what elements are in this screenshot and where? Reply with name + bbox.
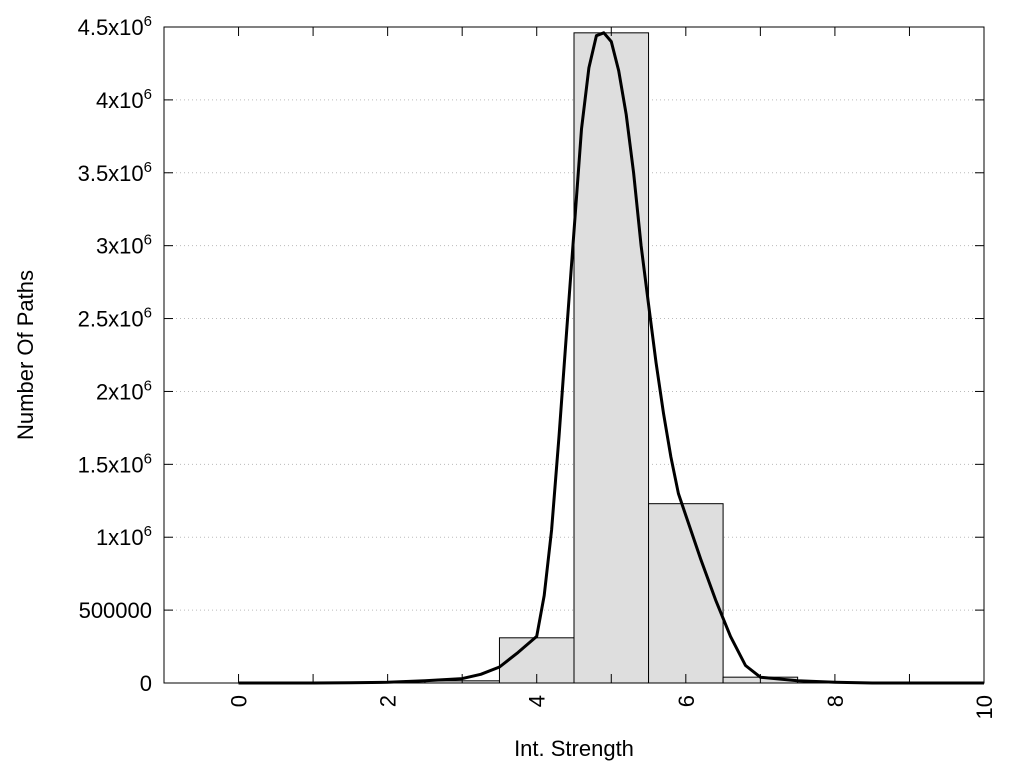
y-tick-label: 1.5x106 — [78, 450, 152, 477]
fit-curve — [238, 31, 984, 685]
y-tick-label: 2x106 — [96, 377, 152, 404]
x-tick-label: 2 — [376, 695, 401, 707]
x-axis-ticks: 0 2 4 6 8 10 — [227, 27, 997, 719]
y-axis-title: Number Of Paths — [13, 270, 38, 440]
x-tick-label: 10 — [972, 695, 997, 719]
y-axis-ticks: 0 500000 1x106 1.5x106 2x106 2.5x106 3x106 3.5x… — [78, 13, 984, 696]
grid-lines — [164, 99, 984, 611]
y-tick-label: 4x106 — [96, 86, 152, 113]
x-axis-title: Int. Strength — [514, 736, 634, 761]
histogram-bars — [424, 32, 799, 684]
x-tick-label: 8 — [823, 695, 848, 707]
plot-frame — [163, 26, 985, 684]
y-tick-label: 4.5x106 — [78, 13, 152, 40]
y-tick-label: 2.5x106 — [78, 305, 152, 332]
y-tick-label: 3.5x106 — [78, 159, 152, 186]
x-tick-label: 4 — [525, 695, 550, 707]
x-tick-label: 0 — [227, 695, 252, 707]
x-tick-label: 6 — [674, 695, 699, 707]
y-tick-label: 500000 — [79, 598, 152, 623]
histogram-bar — [648, 503, 724, 684]
histogram-bar — [573, 32, 650, 684]
y-tick-label: 3x106 — [96, 232, 152, 259]
fit-curve-layer — [238, 31, 984, 685]
y-tick-label: 0 — [140, 671, 152, 696]
y-tick-label: 1x106 — [96, 523, 152, 550]
